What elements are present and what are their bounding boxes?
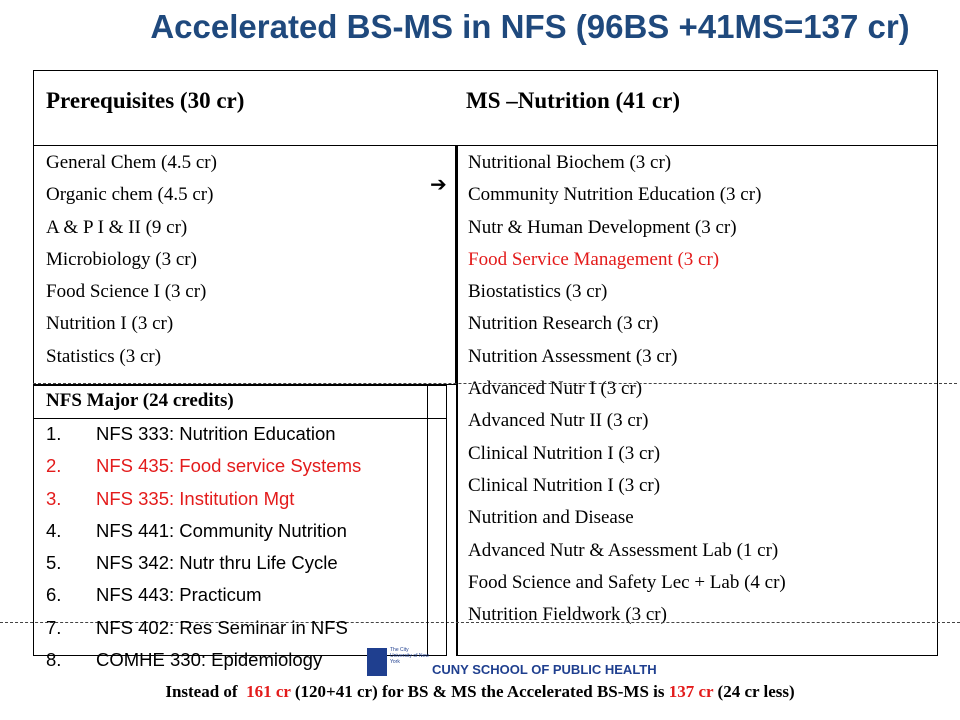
ms-item: Food Science and Safety Lec + Lab (4 cr) (468, 571, 786, 593)
footer-part: (120+41 cr) for BS & MS the Accelerated … (290, 682, 669, 701)
major-item: 8. COMHE 330: Epidemiology (46, 644, 361, 676)
footer: Instead of 161 cr (120+41 cr) for BS & M… (0, 682, 960, 702)
ms-item: Community Nutrition Education (3 cr) (468, 184, 762, 206)
item-text: NFS 335: Institution Mgt (96, 487, 295, 509)
prereq-list: General Chem (4.5 cr) Organic chem (4.5 c… (46, 147, 217, 373)
footer-part: 137 cr (668, 682, 714, 701)
major-item: 5. NFS 342: Nutr thru Life Cycle (46, 547, 361, 579)
major-item: 7. NFS 402: Res Seminar in NFS (46, 612, 361, 644)
item-number: 6. (46, 584, 62, 606)
dashed-line (33, 383, 957, 384)
ms-item: Clinical Nutrition I (3 cr) (468, 474, 661, 496)
slide-title: Accelerated BS-MS in NFS (96BS +41MS=137… (150, 8, 910, 45)
prereq-item: Microbiology (3 cr) (46, 248, 197, 270)
dashed-line (0, 622, 960, 623)
major-list: 1. NFS 333: Nutrition Education 2. NFS 435:… (46, 418, 361, 676)
logo-small: The City University of New York (390, 647, 429, 665)
item-number: 3. (46, 487, 62, 509)
ms-item: Nutr & Human Development (3 cr) (468, 216, 737, 238)
major-rule (427, 385, 428, 656)
footer-part: (24 cr less) (713, 682, 795, 701)
major-item: 2. NFS 435: Food service Systems (46, 450, 361, 482)
ms-item: Advanced Nutr & Assessment Lab (1 cr) (468, 539, 779, 561)
prereq-cell (33, 145, 456, 385)
ms-item: Advanced Nutr II (3 cr) (468, 410, 649, 432)
prereq-item: Nutrition I (3 cr) (46, 313, 174, 335)
item-text: NFS 402: Res Seminar in NFS (96, 616, 348, 638)
major-item: 1. NFS 333: Nutrition Education (46, 418, 361, 450)
major-title: NFS Major (24 credits) (46, 390, 234, 411)
footer-part: Instead of (165, 682, 247, 701)
arrow: ➔ (430, 172, 447, 196)
item-number: 5. (46, 552, 62, 574)
ms-item: Nutrition and Disease (468, 507, 634, 529)
prereq-item: Food Science I (3 cr) (46, 281, 207, 303)
ms-item: Nutrition Assessment (3 cr) (468, 345, 678, 367)
item-text: NFS 342: Nutr thru Life Cycle (96, 552, 338, 574)
item-number: 2. (46, 455, 62, 477)
item-text: NFS 435: Food service Systems (96, 455, 362, 477)
ms-item: Clinical Nutrition I (3 cr) (468, 442, 661, 464)
header: MS –Nutrition (41 cr) (466, 88, 680, 113)
item-number: 7. (46, 616, 62, 638)
item-text: COMHE 330: Epidemiology (96, 649, 323, 671)
major-item: 6. NFS 443: Practicum (46, 579, 361, 611)
item-number: 1. (46, 423, 62, 444)
footer-part: 161 cr (246, 682, 291, 701)
ms-item: Nutrition Research (3 cr) (468, 313, 659, 335)
prereq-item: A & P I & II (9 cr) (46, 216, 188, 238)
item-text: NFS 441: Community Nutrition (96, 519, 347, 541)
ms-item: Food Service Management (3 cr) (468, 248, 720, 270)
ms-cell (456, 145, 938, 656)
prereq-item: General Chem (4.5 cr) (46, 152, 217, 173)
major-item: 3. NFS 335: Institution Mgt (46, 483, 361, 515)
item-text: NFS 333: Nutrition Education (96, 423, 336, 444)
ms-item: Biostatistics (3 cr) (468, 281, 608, 303)
ms-item: Nutritional Biochem (3 cr) (468, 152, 672, 173)
prereq-item: Organic chem (4.5 cr) (46, 184, 214, 206)
item-number: 4. (46, 519, 62, 541)
logo-mark (367, 648, 387, 676)
ms-item: Advanced Nutr I (3 cr) (468, 378, 643, 400)
major-box (33, 385, 447, 656)
logo-text: CUNY SCHOOL OF PUBLIC HEALTH (432, 662, 657, 677)
ms-item: Nutrition Fieldwork (3 cr) (468, 604, 667, 626)
major-item: 4. NFS 441: Community Nutrition (46, 515, 361, 547)
prereq-item: Statistics (3 cr) (46, 345, 162, 367)
major-rule (33, 418, 447, 419)
item-number: 8. (46, 649, 62, 671)
ms-list: Nutritional Biochem (3 cr) Community Nutr… (468, 147, 786, 631)
item-text: NFS 443: Practicum (96, 584, 262, 606)
header: Prerequisites (30 cr) (46, 88, 245, 113)
